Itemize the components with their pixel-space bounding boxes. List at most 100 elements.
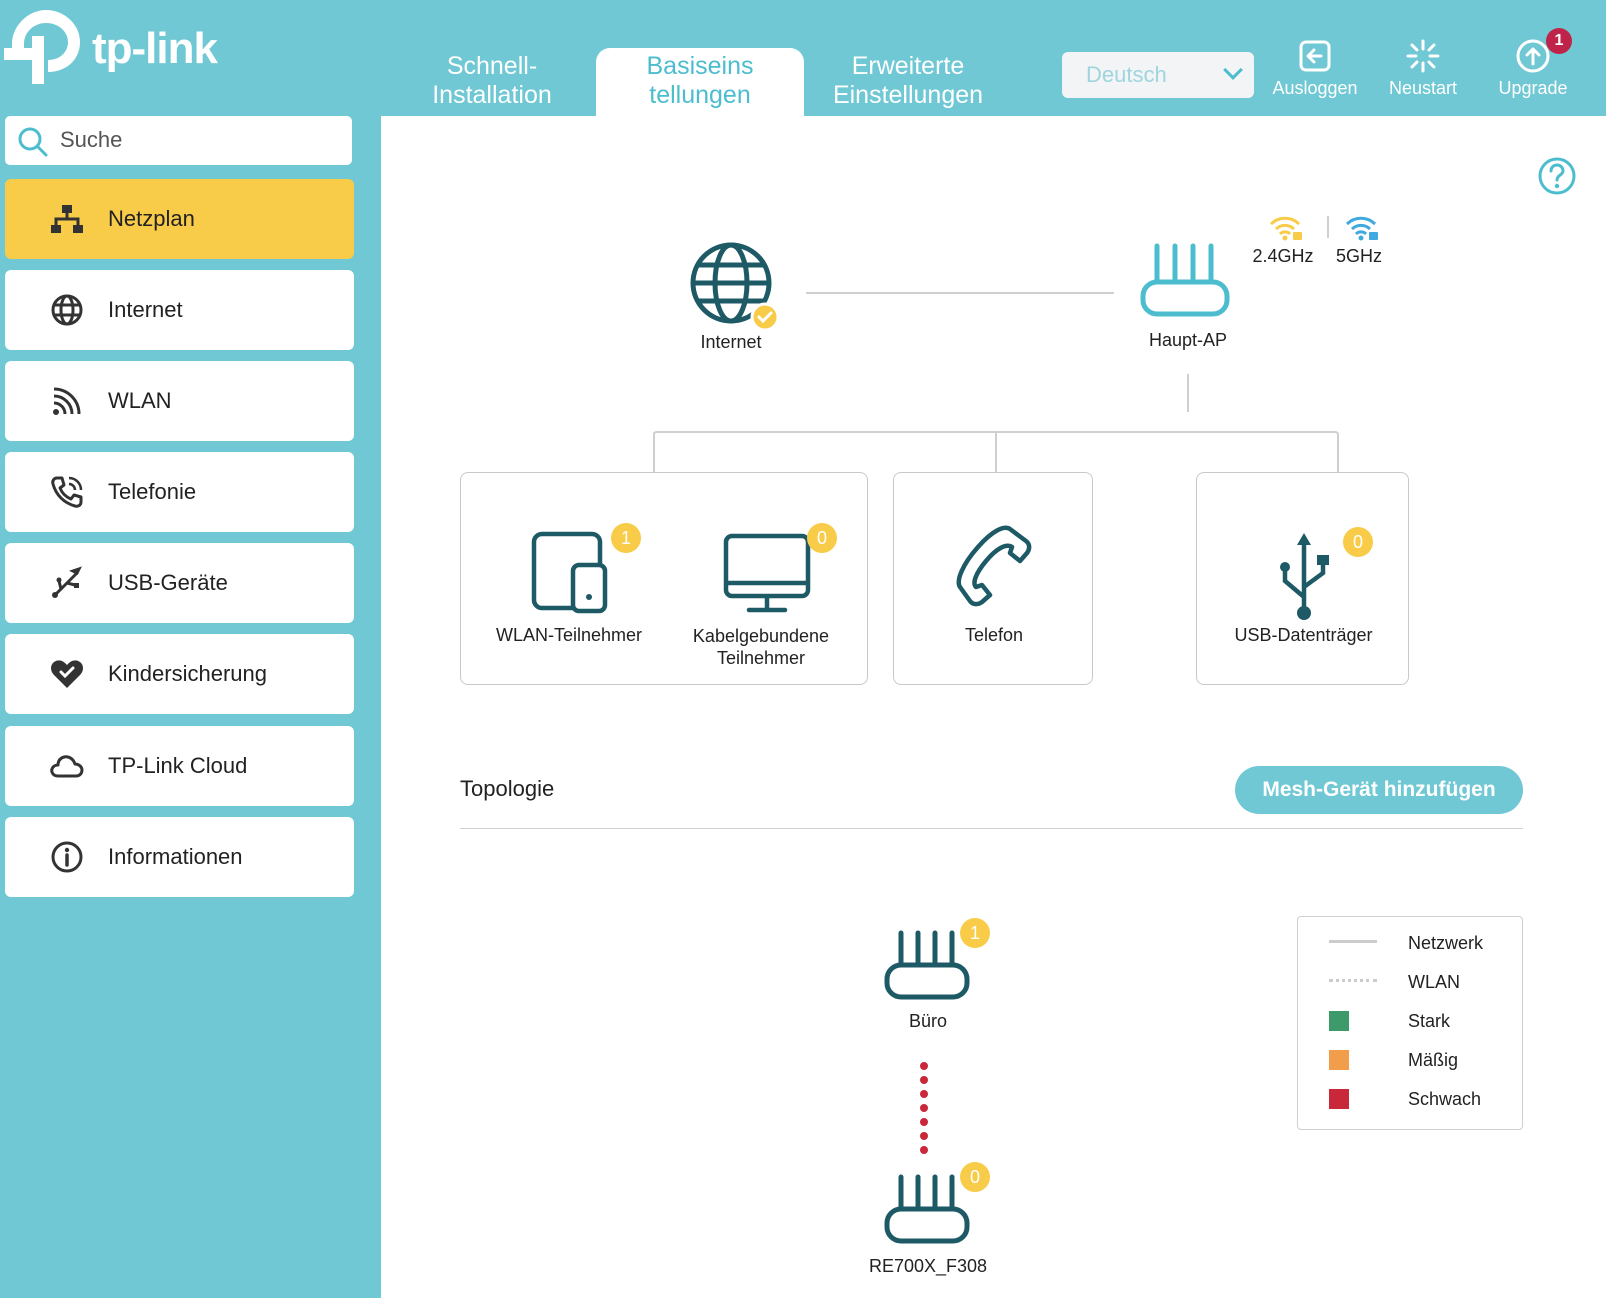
main-ap-router-icon[interactable]	[1139, 242, 1235, 318]
tab-advanced-settings-line1: Erweiterte	[851, 52, 965, 80]
phone-icon	[51, 476, 83, 508]
legend-label: Mäßig	[1408, 1050, 1459, 1070]
tab-basic-settings[interactable]: Basiseins tellungen	[596, 48, 804, 116]
heart-icon	[51, 660, 83, 688]
tp-link-logo-mark	[4, 10, 80, 84]
main-panel: Internet Haupt-AP 2.4GHz 5GHz 1 WLAN-Tei	[381, 116, 1606, 1298]
legend-item-wlan: WLAN	[1298, 968, 1522, 998]
sidebar-item-usb[interactable]: USB-Geräte	[5, 543, 354, 623]
wired-clients-count-badge: 0	[807, 523, 837, 553]
sidebar-item-kindersicherung[interactable]: Kindersicherung	[5, 634, 354, 714]
extender-node-label: RE700X_F308	[868, 1256, 988, 1276]
clients-card: 1 WLAN-Teilnehmer 0 Kabelgebundene Teiln…	[460, 472, 868, 685]
restart-label: Neustart	[1388, 78, 1458, 98]
main-tabs: Schnell- Installation Basiseins tellunge…	[388, 48, 1012, 116]
internet-label: Internet	[700, 332, 762, 352]
info-icon	[51, 841, 83, 873]
upgrade-badge: 1	[1546, 28, 1572, 54]
legend-dotted-swatch	[1329, 979, 1377, 982]
office-router-icon[interactable]	[883, 929, 973, 1001]
network-map-connectors	[653, 292, 1339, 472]
restart-button[interactable]: Neustart	[1368, 38, 1478, 99]
legend-line-swatch	[1329, 940, 1377, 943]
sidebar-item-telefonie[interactable]: Telefonie	[5, 452, 354, 532]
band-24ghz-label: 2.4GHz	[1252, 246, 1314, 266]
chevron-down-icon	[1223, 60, 1243, 80]
wired-clients-label: Kabelgebundene Teilnehmer	[669, 625, 853, 669]
tp-link-logo: tp-link	[4, 6, 224, 88]
wireless-devices-icon[interactable]	[531, 531, 611, 615]
sidebar-item-tp-link-cloud[interactable]: TP-Link Cloud	[5, 726, 354, 806]
logout-label: Ausloggen	[1272, 78, 1358, 98]
language-select[interactable]: Deutsch	[1062, 52, 1254, 98]
sidebar-item-label: TP-Link Cloud	[108, 753, 248, 778]
tab-basic-settings-line2: tellungen	[649, 81, 751, 109]
internet-globe-icon[interactable]	[689, 241, 781, 333]
add-mesh-device-button[interactable]: Mesh-Gerät hinzufügen	[1235, 766, 1523, 814]
sidebar-item-label: USB-Geräte	[108, 570, 228, 595]
cloud-icon	[50, 755, 84, 778]
wifi-24ghz-icon	[1269, 216, 1302, 241]
wlan-clients-label: WLAN-Teilnehmer	[495, 625, 643, 645]
legend-label: Stark	[1408, 1011, 1451, 1031]
legend-color-swatch	[1329, 1089, 1349, 1109]
main-ap-label: Haupt-AP	[1148, 330, 1228, 350]
network-map-icon	[51, 205, 83, 233]
tab-quick-setup-line2: Installation	[432, 81, 552, 109]
phone-label: Telefon	[964, 625, 1024, 645]
sidebar-item-label: Internet	[108, 297, 183, 322]
tab-quick-setup-line1: Schnell-	[446, 52, 538, 80]
wired-clients-label-line1: Kabelgebundene	[692, 626, 830, 646]
legend-item-moderate: Mäßig	[1298, 1046, 1522, 1076]
usb-symbol-icon[interactable]	[1277, 529, 1331, 621]
band-divider	[1327, 216, 1329, 238]
sidebar-item-netzplan[interactable]: Netzplan	[5, 179, 354, 259]
legend-color-swatch	[1329, 1011, 1349, 1031]
topology-divider	[460, 828, 1523, 829]
topology-legend: Netzwerk WLAN Stark Mäßig Schwach	[1297, 916, 1523, 1130]
legend-item-weak: Schwach	[1298, 1085, 1522, 1115]
upgrade-label: Upgrade	[1498, 78, 1568, 98]
tab-basic-settings-line1: Basiseins	[646, 52, 754, 80]
telephone-handset-icon[interactable]	[952, 525, 1034, 607]
wired-clients-label-line2: Teilnehmer	[716, 648, 806, 668]
sidebar-item-label: Kindersicherung	[108, 661, 267, 686]
search-placeholder: Suche	[60, 127, 123, 152]
sidebar-item-label: Netzplan	[108, 206, 195, 231]
wlan-clients-count-badge: 1	[611, 523, 641, 553]
legend-label: Schwach	[1408, 1089, 1482, 1109]
search-field[interactable]: Suche	[5, 116, 352, 165]
help-icon[interactable]	[1537, 156, 1577, 196]
wifi-icon	[53, 387, 81, 415]
usb-count-badge: 0	[1343, 527, 1373, 557]
legend-item-network: Netzwerk	[1298, 929, 1522, 959]
globe-icon	[51, 294, 83, 326]
office-node-label: Büro	[908, 1011, 948, 1031]
usb-storage-card: 0 USB-Datenträger	[1196, 472, 1409, 685]
desktop-computer-icon[interactable]	[723, 533, 811, 613]
extender-router-icon[interactable]	[883, 1173, 973, 1245]
wifi-5ghz-icon	[1345, 216, 1378, 241]
tab-advanced-settings[interactable]: Erweiterte Einstellungen	[804, 48, 1012, 116]
logout-icon	[1299, 40, 1331, 72]
legend-label: Netzwerk	[1408, 933, 1484, 953]
weak-wlan-link	[920, 1062, 928, 1154]
language-value: Deutsch	[1086, 62, 1167, 87]
upgrade-button[interactable]: Upgrade 1	[1478, 28, 1588, 99]
sidebar-item-label: Informationen	[108, 844, 243, 869]
sidebar-item-informationen[interactable]: Informationen	[5, 817, 354, 897]
usb-storage-label: USB-Datenträger	[1234, 625, 1373, 645]
sidebar-item-label: WLAN	[108, 388, 172, 413]
legend-label: WLAN	[1408, 972, 1461, 992]
phone-card: Telefon	[893, 472, 1093, 685]
office-node-count-badge: 1	[960, 918, 990, 948]
extender-node-count-badge: 0	[960, 1162, 990, 1192]
legend-color-swatch	[1329, 1050, 1349, 1070]
sidebar-item-internet[interactable]: Internet	[5, 270, 354, 350]
logo-text: tp-link	[92, 24, 218, 73]
logout-button[interactable]: Ausloggen	[1260, 38, 1370, 99]
restart-icon	[1406, 39, 1440, 73]
tab-quick-setup[interactable]: Schnell- Installation	[388, 48, 596, 116]
sidebar-item-wlan[interactable]: WLAN	[5, 361, 354, 441]
sidebar-item-label: Telefonie	[108, 479, 197, 504]
